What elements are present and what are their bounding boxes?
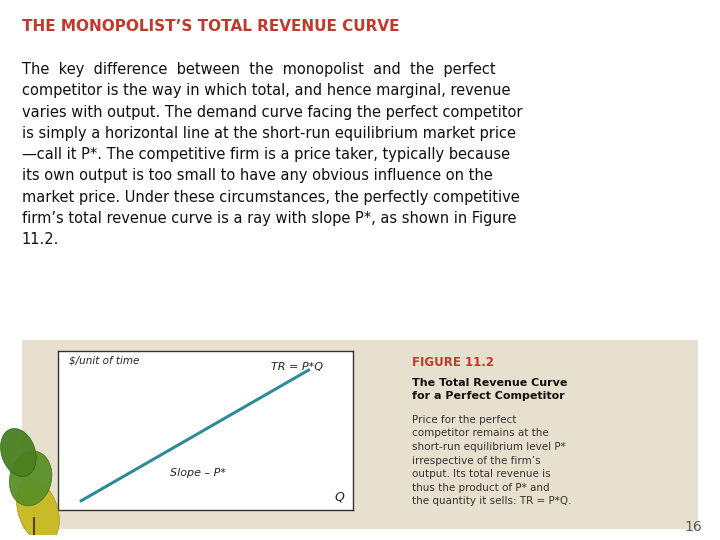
FancyBboxPatch shape (22, 340, 698, 529)
Text: Slope – P*: Slope – P* (170, 468, 226, 478)
Text: TR = P*Q: TR = P*Q (271, 362, 323, 372)
Text: THE MONOPOLIST’S TOTAL REVENUE CURVE: THE MONOPOLIST’S TOTAL REVENUE CURVE (22, 19, 399, 34)
Text: FIGURE 11.2: FIGURE 11.2 (412, 356, 494, 369)
Ellipse shape (9, 451, 52, 506)
Ellipse shape (1, 429, 36, 476)
Ellipse shape (17, 479, 59, 540)
Text: The  key  difference  between  the  monopolist  and  the  perfect
competitor is : The key difference between the monopolis… (22, 62, 522, 247)
Text: 16: 16 (684, 519, 702, 534)
Text: $/unit of time: $/unit of time (69, 356, 140, 366)
Text: Q: Q (334, 491, 344, 504)
Text: Price for the perfect
competitor remains at the
short-run equilibrium level P*
i: Price for the perfect competitor remains… (412, 415, 571, 507)
Text: The Total Revenue Curve
for a Perfect Competitor: The Total Revenue Curve for a Perfect Co… (412, 378, 567, 401)
